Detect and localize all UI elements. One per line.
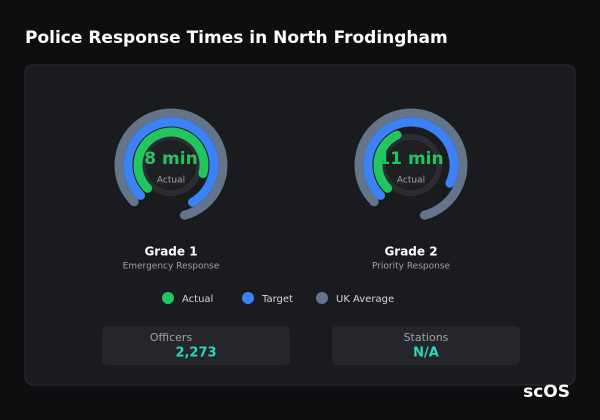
- logo: scOS: [523, 382, 570, 402]
- stat-value: N/A: [413, 346, 439, 361]
- gauge-arc: [123, 117, 219, 207]
- title: Police Response Times in North Frodingha…: [25, 28, 448, 48]
- gauge-track: [380, 134, 442, 196]
- gauge-arc: [133, 127, 209, 193]
- stat-value: 2,273: [175, 346, 216, 361]
- gauge-arc: [363, 117, 459, 200]
- gauge-arc: [114, 108, 228, 220]
- center-label: Actual: [397, 176, 425, 186]
- gauge-track: [140, 134, 202, 196]
- gauge-title: Grade 2: [384, 245, 437, 259]
- gauge-center: [147, 141, 195, 189]
- legend-label: UK Average: [336, 294, 394, 305]
- gauge-subtitle: Priority Response: [372, 262, 451, 272]
- legend-label: Target: [261, 294, 293, 305]
- legend-dot: [242, 292, 254, 304]
- gauge-arc: [354, 108, 468, 220]
- center-label: Actual: [157, 176, 185, 186]
- stat-label: Stations: [404, 331, 449, 344]
- stat-label: Officers: [150, 331, 193, 344]
- legend-label: Actual: [182, 294, 213, 305]
- gauge-center: [387, 141, 435, 189]
- legend-dot: [162, 292, 174, 304]
- gauge-title: Grade 1: [144, 245, 197, 259]
- gauge-arc: [373, 130, 402, 193]
- center-value: 8 min: [144, 149, 197, 169]
- stat-box: [102, 326, 290, 365]
- legend-dot: [316, 292, 328, 304]
- center-value: 11 min: [378, 149, 443, 169]
- gauge-subtitle: Emergency Response: [123, 262, 220, 272]
- stat-box: [332, 326, 520, 365]
